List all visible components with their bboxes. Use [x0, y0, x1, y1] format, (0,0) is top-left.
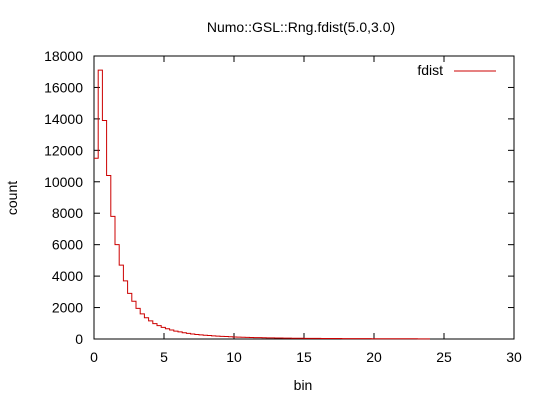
x-tick-label: 15 [296, 349, 312, 365]
y-tick-label: 2000 [52, 300, 83, 316]
series-fdist-line [94, 69, 430, 340]
y-tick-label: 14000 [44, 111, 83, 127]
x-tick-label: 25 [436, 349, 452, 365]
y-axis-ticks: 0 2000 4000 6000 8000 10000 12000 14000 16000 180… [44, 48, 514, 347]
y-tick-label: 4000 [52, 268, 83, 284]
chart-title: Numo::GSL::Rng.fdist(5.0,3.0) [207, 19, 395, 35]
y-tick-label: 8000 [52, 205, 83, 221]
x-tick-label: 0 [90, 349, 98, 365]
x-tick-label: 5 [160, 349, 168, 365]
x-tick-label: 20 [366, 349, 382, 365]
y-tick-label: 6000 [52, 237, 83, 253]
x-axis-ticks: 0 5 10 15 20 25 30 [90, 56, 522, 365]
y-tick-label: 10000 [44, 174, 83, 190]
x-tick-label: 10 [226, 349, 242, 365]
x-tick-label: 30 [506, 349, 522, 365]
y-tick-label: 0 [75, 331, 83, 347]
legend: fdist [417, 62, 496, 78]
x-axis-label: bin [294, 377, 313, 393]
y-tick-label: 16000 [44, 79, 83, 95]
plot-frame [93, 55, 515, 340]
y-axis-label: count [4, 181, 20, 215]
legend-label-fdist: fdist [417, 62, 443, 78]
y-tick-label: 18000 [44, 48, 83, 64]
y-tick-label: 12000 [44, 142, 83, 158]
